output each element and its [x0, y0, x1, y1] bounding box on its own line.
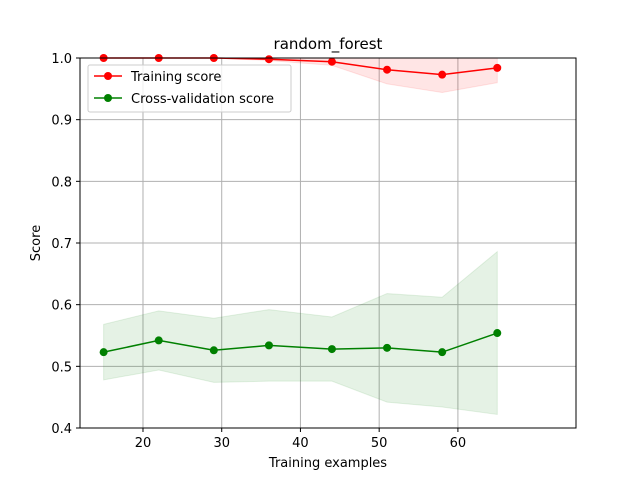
x-axis-label: Training examples: [268, 456, 387, 471]
legend: Training score Cross-validation score: [87, 64, 292, 113]
y-tick-label: 1.0: [51, 52, 72, 67]
cross-validation-score-line: [103, 332, 498, 353]
training-score-point: [383, 65, 392, 74]
cross-validation-score-point: [383, 343, 392, 352]
y-tick-label: 0.5: [51, 360, 72, 375]
legend-box: [87, 64, 292, 113]
chart-title: random_forest: [274, 35, 383, 54]
cross-validation-score-point: [99, 348, 108, 357]
x-tick-label: 60: [450, 436, 467, 451]
y-axis-label: Score: [29, 225, 44, 261]
y-tick-label: 0.9: [51, 114, 72, 129]
x-tick-label: 30: [213, 436, 230, 451]
legend-marker-training: [104, 72, 112, 80]
legend-label-cross-validation: Cross-validation score: [131, 92, 274, 107]
legend-marker-cross-validation: [104, 94, 112, 102]
x-tick-label: 50: [371, 436, 388, 451]
y-tick-label: 0.8: [51, 175, 72, 190]
x-axis-ticks: 20 30 40 50 60: [135, 428, 466, 451]
training-score-point: [327, 57, 336, 66]
legend-label-training: Training score: [130, 70, 221, 85]
cross-validation-score-band: [103, 250, 498, 416]
cross-validation-score-point: [327, 345, 336, 354]
x-tick-label: 40: [292, 436, 309, 451]
training-score-point: [264, 55, 273, 64]
x-tick-label: 20: [135, 436, 152, 451]
training-score-point: [438, 70, 447, 79]
cross-validation-score-point: [493, 329, 502, 338]
score-points: [99, 54, 502, 357]
y-tick-label: 0.6: [51, 299, 72, 314]
y-tick-label: 0.4: [51, 422, 72, 437]
training-score-point: [493, 63, 502, 72]
cross-validation-score-point: [209, 346, 218, 355]
cross-validation-score-point: [264, 341, 273, 350]
cross-validation-score-point: [154, 336, 163, 345]
y-axis-ticks: 0.4 0.5 0.6 0.7 0.8 0.9 1.0: [51, 52, 80, 437]
y-tick-label: 0.7: [51, 237, 72, 252]
cross-validation-score-point: [438, 348, 447, 357]
